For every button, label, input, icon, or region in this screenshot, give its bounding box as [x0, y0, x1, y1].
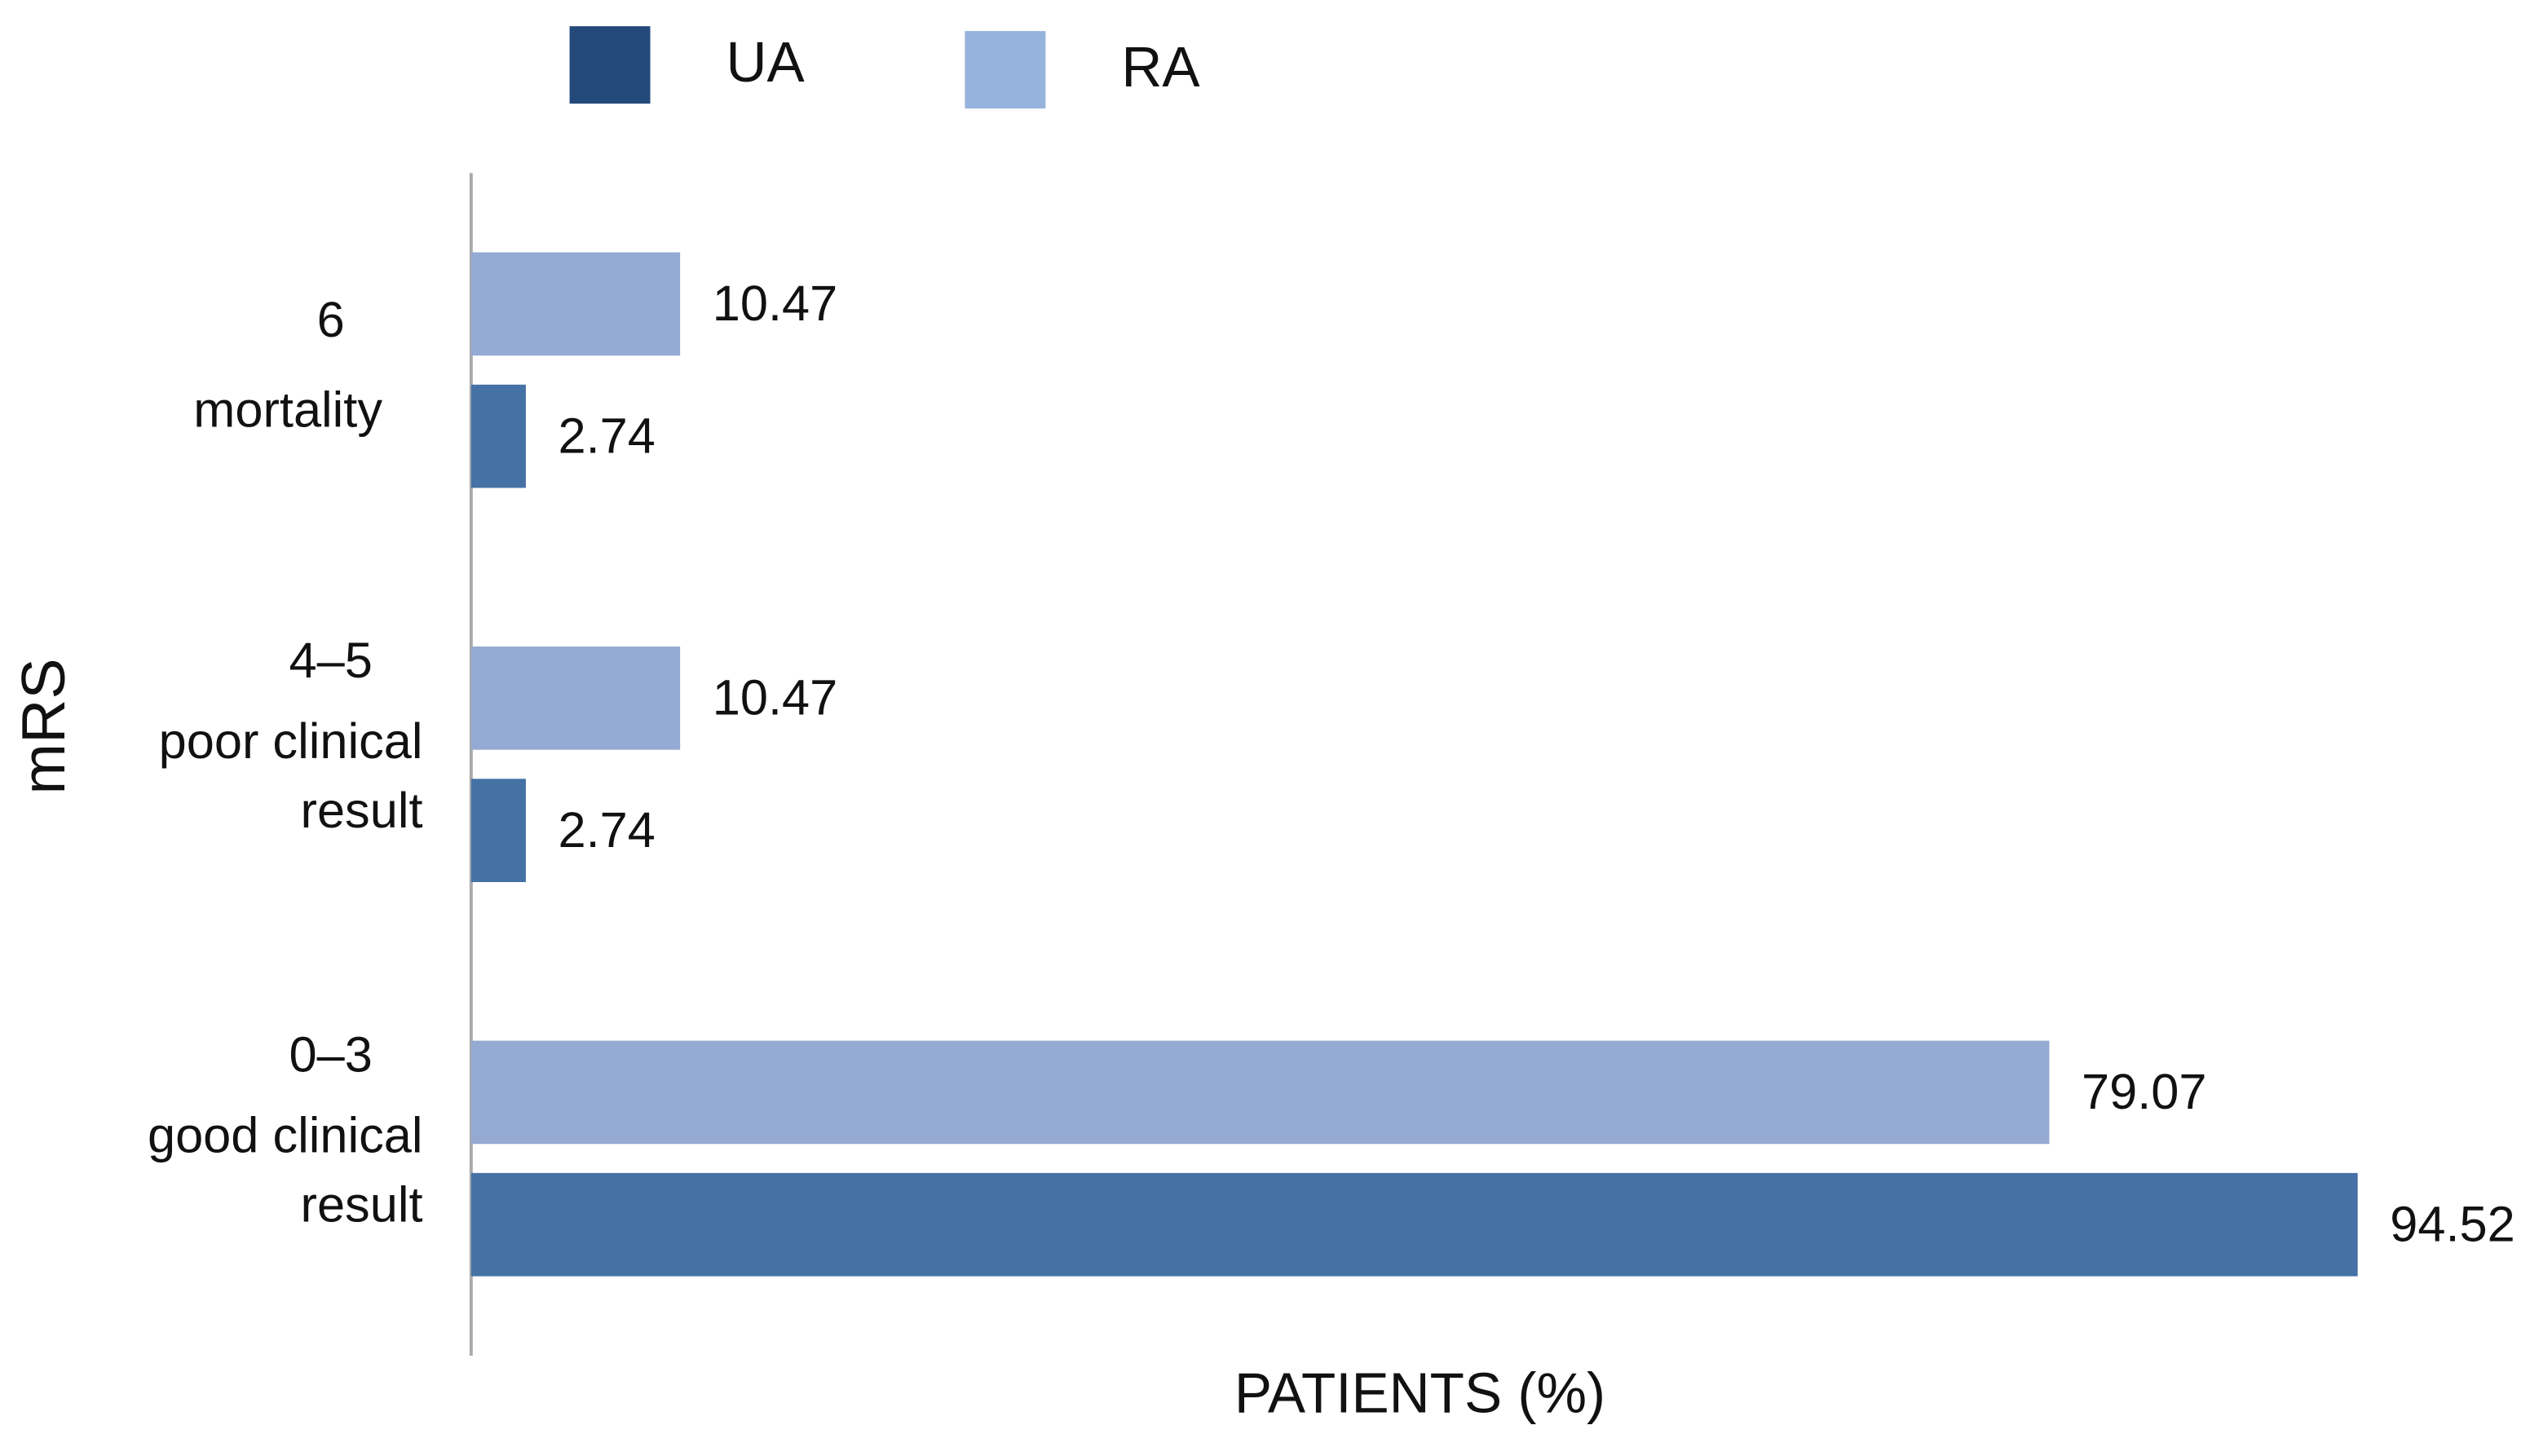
value-label: 94.52 — [2390, 1195, 2515, 1251]
y-tick-label: result — [301, 782, 423, 838]
bar — [470, 384, 526, 488]
legend-swatch — [965, 31, 1046, 109]
x-axis-title: PATIENTS (%) — [1234, 1361, 1605, 1425]
value-label: 10.47 — [713, 669, 837, 726]
bar — [470, 779, 526, 882]
y-axis-title: mRS — [9, 658, 77, 794]
value-label: 2.74 — [559, 407, 656, 463]
y-tick-label: good clinical — [148, 1107, 423, 1163]
y-tick-label: mortality — [193, 382, 382, 438]
y-tick-label: 6 — [317, 291, 345, 347]
bar — [470, 1172, 2358, 1277]
legend-swatch — [569, 26, 651, 104]
bar — [470, 646, 681, 750]
value-label: 10.47 — [713, 275, 837, 331]
y-tick-label: poor clinical — [159, 713, 423, 769]
legend-label: RA — [1121, 35, 1200, 99]
legend-label: UA — [726, 30, 806, 94]
y-tick-label: result — [301, 1176, 423, 1233]
y-tick-label: 4–5 — [289, 632, 373, 688]
bar — [470, 1040, 2050, 1145]
value-label: 2.74 — [559, 801, 656, 858]
bar — [470, 252, 681, 356]
value-label: 79.07 — [2082, 1063, 2206, 1119]
y-tick-label: 0–3 — [289, 1026, 373, 1083]
